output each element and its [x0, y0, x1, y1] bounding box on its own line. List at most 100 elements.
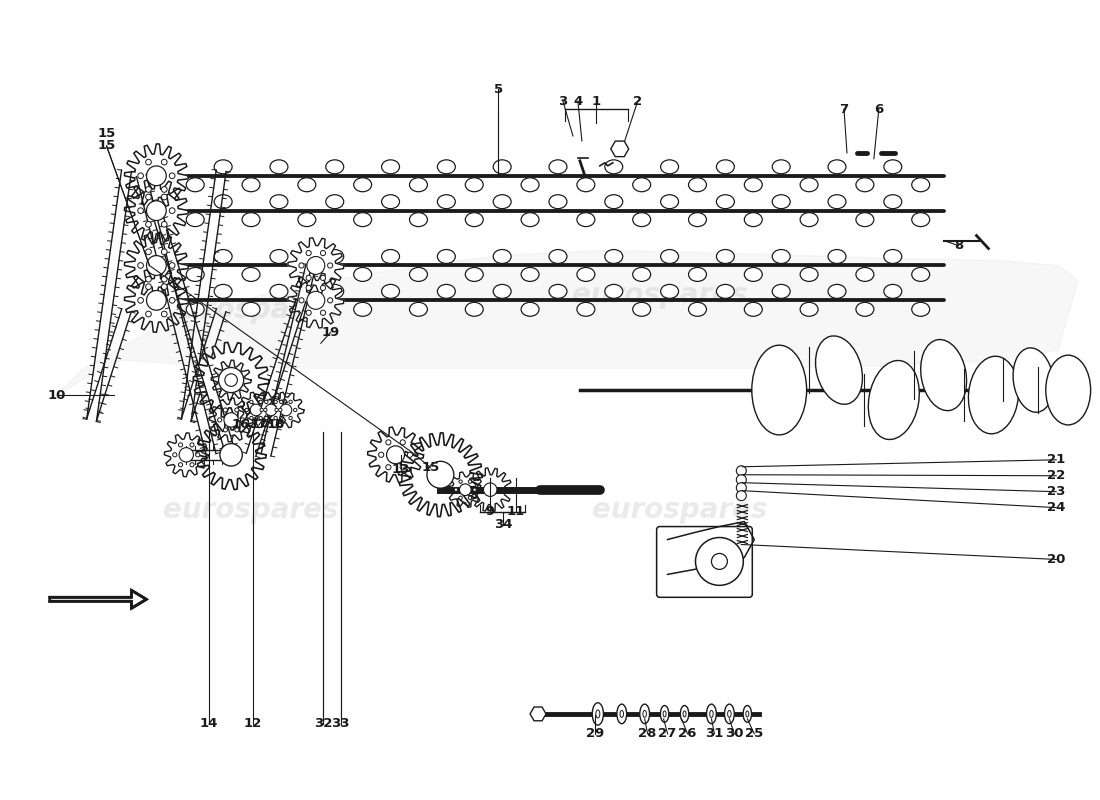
Text: 32: 32 — [314, 718, 332, 730]
Circle shape — [162, 311, 167, 317]
Polygon shape — [50, 590, 146, 608]
Text: eurospares: eurospares — [572, 282, 747, 310]
Circle shape — [299, 263, 304, 268]
Circle shape — [265, 416, 268, 420]
Circle shape — [328, 263, 333, 268]
Circle shape — [289, 400, 293, 403]
Ellipse shape — [663, 711, 667, 717]
Polygon shape — [211, 360, 251, 400]
Ellipse shape — [710, 710, 713, 718]
Ellipse shape — [815, 336, 862, 404]
Circle shape — [469, 496, 472, 499]
Circle shape — [162, 276, 167, 282]
Ellipse shape — [605, 285, 623, 298]
Ellipse shape — [214, 250, 232, 263]
Ellipse shape — [521, 267, 539, 282]
Circle shape — [274, 400, 277, 403]
Circle shape — [145, 194, 152, 200]
Ellipse shape — [689, 213, 706, 226]
Ellipse shape — [354, 302, 372, 316]
Ellipse shape — [214, 285, 232, 298]
Ellipse shape — [828, 194, 846, 209]
Circle shape — [279, 400, 283, 403]
Circle shape — [459, 496, 462, 499]
Ellipse shape — [465, 213, 483, 226]
Ellipse shape — [576, 178, 595, 192]
Text: eurospares: eurospares — [163, 496, 339, 524]
Ellipse shape — [576, 213, 595, 226]
Polygon shape — [469, 468, 513, 511]
Polygon shape — [288, 238, 343, 293]
Ellipse shape — [689, 267, 706, 282]
Ellipse shape — [521, 302, 539, 316]
Circle shape — [145, 284, 152, 290]
Ellipse shape — [186, 302, 205, 316]
Polygon shape — [253, 392, 289, 428]
Circle shape — [427, 462, 454, 488]
Ellipse shape — [716, 194, 735, 209]
Circle shape — [145, 311, 152, 317]
Circle shape — [250, 404, 262, 416]
Ellipse shape — [727, 710, 732, 718]
Ellipse shape — [772, 250, 790, 263]
Ellipse shape — [186, 178, 205, 192]
Ellipse shape — [382, 194, 399, 209]
Text: 29: 29 — [585, 727, 604, 740]
Ellipse shape — [661, 285, 679, 298]
Text: 15: 15 — [98, 127, 116, 141]
Circle shape — [223, 408, 228, 412]
Circle shape — [146, 256, 166, 275]
Ellipse shape — [751, 345, 806, 435]
Ellipse shape — [270, 250, 288, 263]
Circle shape — [294, 408, 297, 412]
Ellipse shape — [640, 704, 650, 724]
Ellipse shape — [883, 194, 902, 209]
Ellipse shape — [354, 213, 372, 226]
Ellipse shape — [828, 160, 846, 174]
Ellipse shape — [921, 339, 967, 410]
Text: eurospares: eurospares — [592, 496, 768, 524]
Polygon shape — [124, 178, 188, 242]
Circle shape — [320, 250, 326, 256]
Circle shape — [146, 290, 166, 310]
Circle shape — [280, 404, 292, 416]
Ellipse shape — [186, 267, 205, 282]
Ellipse shape — [632, 213, 650, 226]
Ellipse shape — [632, 267, 650, 282]
Polygon shape — [124, 269, 188, 332]
Circle shape — [138, 262, 143, 268]
Ellipse shape — [382, 250, 399, 263]
Ellipse shape — [912, 178, 930, 192]
Polygon shape — [124, 144, 188, 208]
Circle shape — [241, 418, 244, 422]
Ellipse shape — [270, 194, 288, 209]
Text: 7: 7 — [839, 102, 848, 115]
Circle shape — [484, 483, 497, 497]
Ellipse shape — [576, 302, 595, 316]
Ellipse shape — [661, 160, 679, 174]
Circle shape — [454, 488, 458, 491]
Circle shape — [378, 452, 384, 458]
Circle shape — [260, 408, 263, 412]
Ellipse shape — [521, 213, 539, 226]
Ellipse shape — [242, 302, 260, 316]
Text: 12: 12 — [244, 718, 262, 730]
Ellipse shape — [745, 267, 762, 282]
Ellipse shape — [521, 178, 539, 192]
Circle shape — [473, 488, 476, 491]
Circle shape — [265, 400, 268, 403]
Ellipse shape — [706, 704, 716, 724]
Ellipse shape — [382, 285, 399, 298]
Ellipse shape — [620, 710, 624, 718]
Circle shape — [278, 408, 282, 412]
Circle shape — [162, 186, 167, 192]
Circle shape — [245, 408, 249, 412]
Ellipse shape — [745, 178, 762, 192]
Circle shape — [307, 291, 324, 310]
Circle shape — [162, 249, 167, 254]
Circle shape — [320, 275, 326, 281]
Circle shape — [695, 538, 744, 586]
FancyBboxPatch shape — [657, 526, 752, 598]
Ellipse shape — [493, 160, 512, 174]
Circle shape — [196, 453, 200, 457]
